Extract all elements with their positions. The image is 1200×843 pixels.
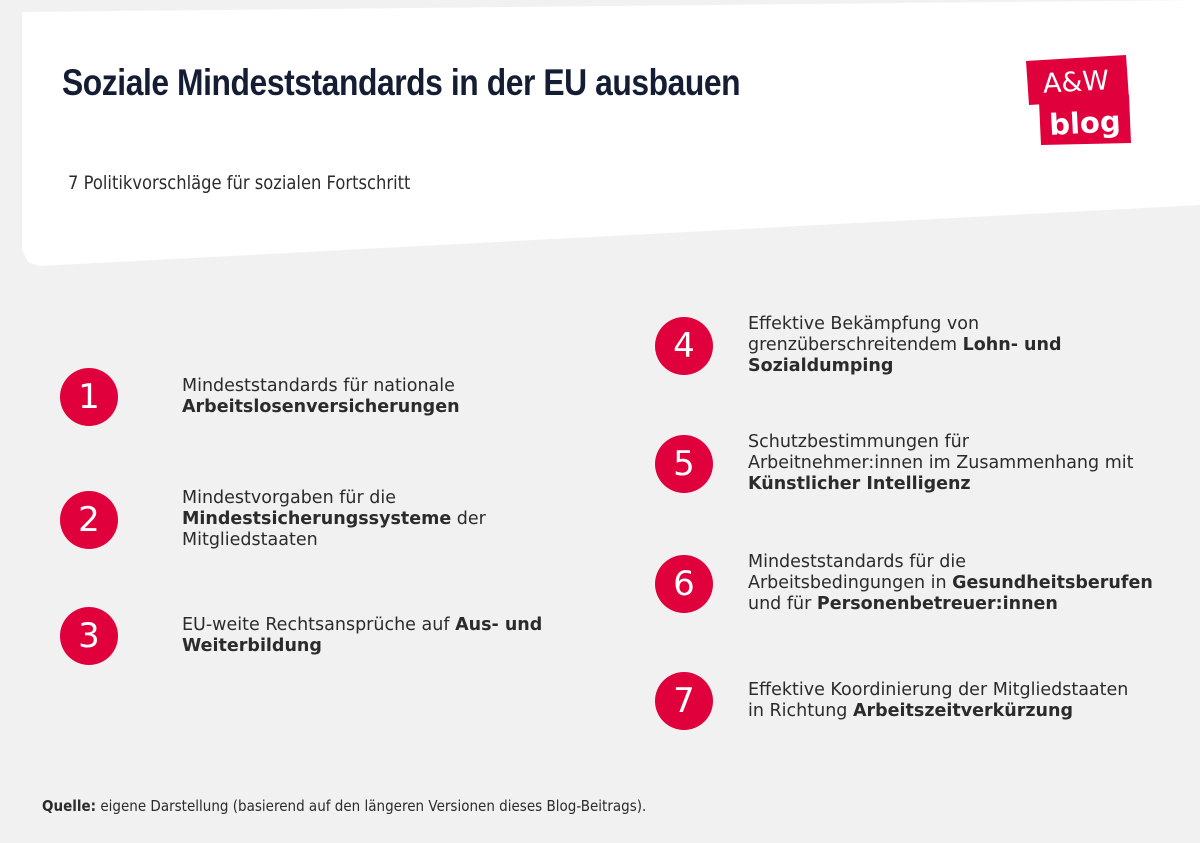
header-card — [22, 0, 1200, 266]
number-badge: 2 — [60, 490, 118, 549]
proposal-item-4: 4 Effektive Bekämpfung von grenzüberschr… — [655, 314, 1062, 377]
proposal-item-7: 7 Effektive Koordinierung der Mitgliedst… — [655, 672, 1128, 730]
proposal-item-5: 5 Schutzbestimmungen für Arbeitnehmer:in… — [655, 432, 1133, 495]
number-badge: 5 — [655, 434, 713, 493]
proposal-item-6: 6 Mindeststandards für die Arbeitsbeding… — [655, 552, 1153, 615]
aw-blog-logo: A&W blog — [1023, 55, 1131, 145]
page-subtitle: 7 Politikvorschläge für sozialen Fortsch… — [68, 172, 411, 194]
page-title: Soziale Mindeststandards in der EU ausba… — [62, 62, 741, 103]
number-badge: 4 — [655, 316, 713, 375]
proposal-text: Effektive Bekämpfung von grenzüberschrei… — [748, 314, 1062, 376]
logo-text-blog: blog — [1048, 104, 1121, 142]
logo-text-aw: A&W — [1042, 65, 1110, 99]
proposal-text: EU-weite Rechtsansprüche auf Aus- und We… — [182, 615, 543, 656]
proposal-text: Mindestvorgaben für die Mindestsicherung… — [182, 488, 486, 550]
proposal-text: Mindeststandards für nationale Arbeitslo… — [182, 376, 460, 417]
proposal-text: Mindeststandards für die Arbeitsbedingun… — [748, 552, 1153, 614]
number-badge: 6 — [655, 554, 713, 613]
source-text: eigene Darstellung (basierend auf den lä… — [96, 797, 647, 815]
proposal-item-2: 2 Mindestvorgaben für die Mindestsicheru… — [60, 488, 486, 551]
source-note: Quelle: eigene Darstellung (basierend au… — [42, 797, 646, 815]
number-badge: 7 — [655, 672, 713, 730]
proposal-item-1: 1 Mindeststandards für nationale Arbeits… — [60, 368, 460, 426]
number-badge: 1 — [60, 368, 118, 426]
proposal-text: Schutzbestimmungen für Arbeitnehmer:inne… — [748, 432, 1134, 494]
source-label: Quelle: — [42, 797, 97, 815]
proposal-item-3: 3 EU-weite Rechtsansprüche auf Aus- und … — [60, 607, 542, 665]
number-badge: 3 — [60, 607, 118, 665]
proposal-text: Effektive Koordinierung der Mitgliedstaa… — [748, 680, 1129, 721]
